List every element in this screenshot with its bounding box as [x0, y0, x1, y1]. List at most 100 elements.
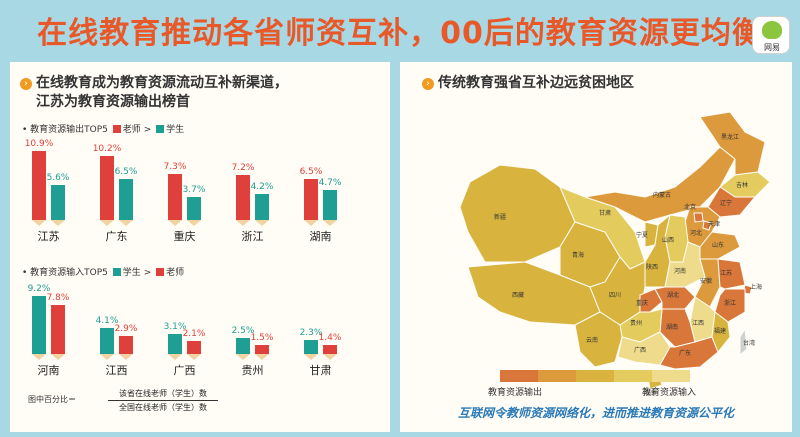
bar-老师-广东 — [100, 155, 114, 220]
pencil-tip-icon — [236, 220, 250, 226]
map-label-吉林: 吉林 — [736, 181, 748, 189]
category-label-江西: 江西 — [105, 364, 128, 377]
pencil-tip-icon — [323, 220, 337, 226]
bar-老师-江西 — [119, 335, 133, 354]
bar-老师-甘肃 — [323, 345, 337, 354]
pencil-tip-icon — [187, 220, 201, 226]
bar-学生-湖南 — [323, 190, 337, 220]
map-region-beijing — [693, 212, 704, 223]
input-legend-a: 学生 — [122, 268, 141, 278]
value-label-学生-湖南: 4.7% — [318, 178, 342, 189]
map-label-山西: 山西 — [662, 236, 674, 244]
bullet-arrow-icon: › — [20, 78, 32, 90]
value-label-老师-湖南: 6.5% — [299, 167, 323, 178]
bar-学生-重庆 — [187, 196, 201, 220]
right-panel: › 传统教育强省互补边远贫困地区 新疆 西藏 青海 甘肃 内蒙古 黑龙 — [400, 62, 792, 432]
value-label-老师-广东: 10.2% — [92, 143, 122, 154]
pencil-tip-icon — [100, 220, 114, 226]
map-label-新疆: 新疆 — [494, 213, 506, 221]
pencil-tip-icon — [304, 220, 318, 226]
category-label-湖南: 湖南 — [309, 230, 332, 243]
pencil-tip-icon — [323, 354, 337, 360]
bar-学生-贵州 — [236, 338, 250, 354]
value-label-老师-河南: 7.8% — [46, 292, 70, 303]
map-region-jiangsu — [717, 258, 746, 290]
pencil-tip-icon — [255, 220, 269, 226]
footer-slogan: 互联网令教师资源网络化，进而推进教育资源公平化 — [457, 406, 734, 420]
legend-student-swatch-2 — [112, 268, 121, 276]
map-label-福建: 福建 — [714, 327, 726, 335]
output-legend-sep: > — [143, 125, 152, 135]
legend-student-swatch — [156, 125, 165, 133]
category-label-重庆: 重庆 — [173, 230, 196, 243]
value-label-学生-广西: 3.1% — [163, 322, 187, 333]
pencil-tip-icon — [304, 354, 318, 360]
map-label-四川: 四川 — [609, 292, 621, 299]
page-title: 在线教育推动各省师资互补，00后的教育资源更均衡 — [37, 16, 763, 51]
map-label-天津: 天津 — [708, 221, 720, 228]
pencil-tip-icon — [119, 354, 133, 360]
value-label-老师-江苏: 10.9% — [24, 139, 54, 150]
map-label-河南: 河南 — [674, 267, 686, 275]
category-label-河南: 河南 — [37, 364, 60, 377]
value-label-学生-广东: 6.5% — [114, 167, 138, 178]
pencil-tip-icon — [51, 220, 65, 226]
map-legend-bar — [500, 370, 690, 382]
pencil-tip-icon — [168, 354, 182, 360]
pencil-tip-icon — [51, 354, 65, 360]
map-label-河北: 河北 — [690, 229, 702, 237]
bar-学生-河南 — [32, 296, 46, 354]
value-label-学生-重庆: 3.7% — [182, 184, 206, 195]
formula-denominator: 全国在线老师（学生）数 — [119, 403, 207, 412]
input-legend-sep: > — [143, 268, 152, 278]
value-label-老师-甘肃: 1.4% — [318, 333, 342, 344]
map-label-江西: 江西 — [692, 320, 704, 327]
map-label-广东: 广东 — [679, 349, 691, 357]
app-logo: 网易 — [752, 16, 790, 54]
output-legend-b: 学生 — [166, 125, 185, 135]
bar-老师-重庆 — [168, 174, 182, 220]
legend-swatch-3 — [576, 370, 614, 382]
formula-fraction: 该省在线老师（学生）数 全国在线老师（学生）数 — [108, 388, 218, 413]
map-region-hubei — [654, 286, 696, 310]
map-label-内蒙古: 内蒙古 — [653, 191, 671, 199]
bar-学生-江苏 — [51, 184, 65, 220]
map-label-贵州: 贵州 — [630, 319, 642, 327]
legend-swatch-2 — [538, 370, 576, 382]
input-label-text: 教育资源输入TOP5 — [30, 268, 108, 278]
bar-老师-江苏 — [32, 151, 46, 220]
map-label-甘肃: 甘肃 — [599, 209, 611, 217]
category-label-浙江: 浙江 — [241, 230, 264, 243]
value-label-老师-江西: 2.9% — [114, 323, 138, 334]
map-label-青海: 青海 — [572, 251, 584, 259]
map-label-海南: 海南 — [644, 389, 656, 397]
map-region-yunnan — [574, 311, 623, 368]
value-label-学生-贵州: 2.5% — [231, 326, 255, 337]
bar-老师-湖南 — [304, 179, 318, 220]
map-region-fujian — [711, 311, 731, 353]
map-region-xinjiang — [459, 164, 576, 263]
left-heading-line1: 在线教育成为教育资源流动互补新渠道， — [36, 75, 288, 91]
map-label-宁夏: 宁夏 — [636, 231, 648, 239]
value-label-学生-江苏: 5.6% — [46, 172, 70, 183]
formula-numerator: 该省在线老师（学生）数 — [119, 389, 207, 398]
formula-label: 图中百分比＝ — [28, 395, 76, 404]
pencil-tip-icon — [32, 354, 46, 360]
left-heading: › 在线教育成为教育资源流动互补新渠道， 江苏为教育资源输出榜首 — [20, 74, 288, 112]
map-label-云南: 云南 — [586, 336, 598, 344]
bar-学生-甘肃 — [304, 339, 318, 354]
bullet-arrow-icon-2: › — [422, 78, 434, 90]
map-label-台湾: 台湾 — [743, 339, 755, 347]
left-heading-line2: 江苏为教育资源输出榜首 — [36, 94, 190, 110]
category-label-江苏: 江苏 — [37, 230, 60, 243]
bar-老师-贵州 — [255, 344, 269, 354]
map-region-tianjin — [702, 220, 712, 231]
category-label-广西: 广西 — [173, 364, 196, 377]
value-label-学生-浙江: 4.2% — [250, 181, 274, 192]
bar-老师-河南 — [51, 304, 65, 354]
map-label-广西: 广西 — [634, 346, 646, 354]
logo-text: 网易 — [764, 43, 780, 52]
map-label-陕西: 陕西 — [646, 263, 658, 271]
value-label-老师-重庆: 7.3% — [163, 162, 187, 172]
